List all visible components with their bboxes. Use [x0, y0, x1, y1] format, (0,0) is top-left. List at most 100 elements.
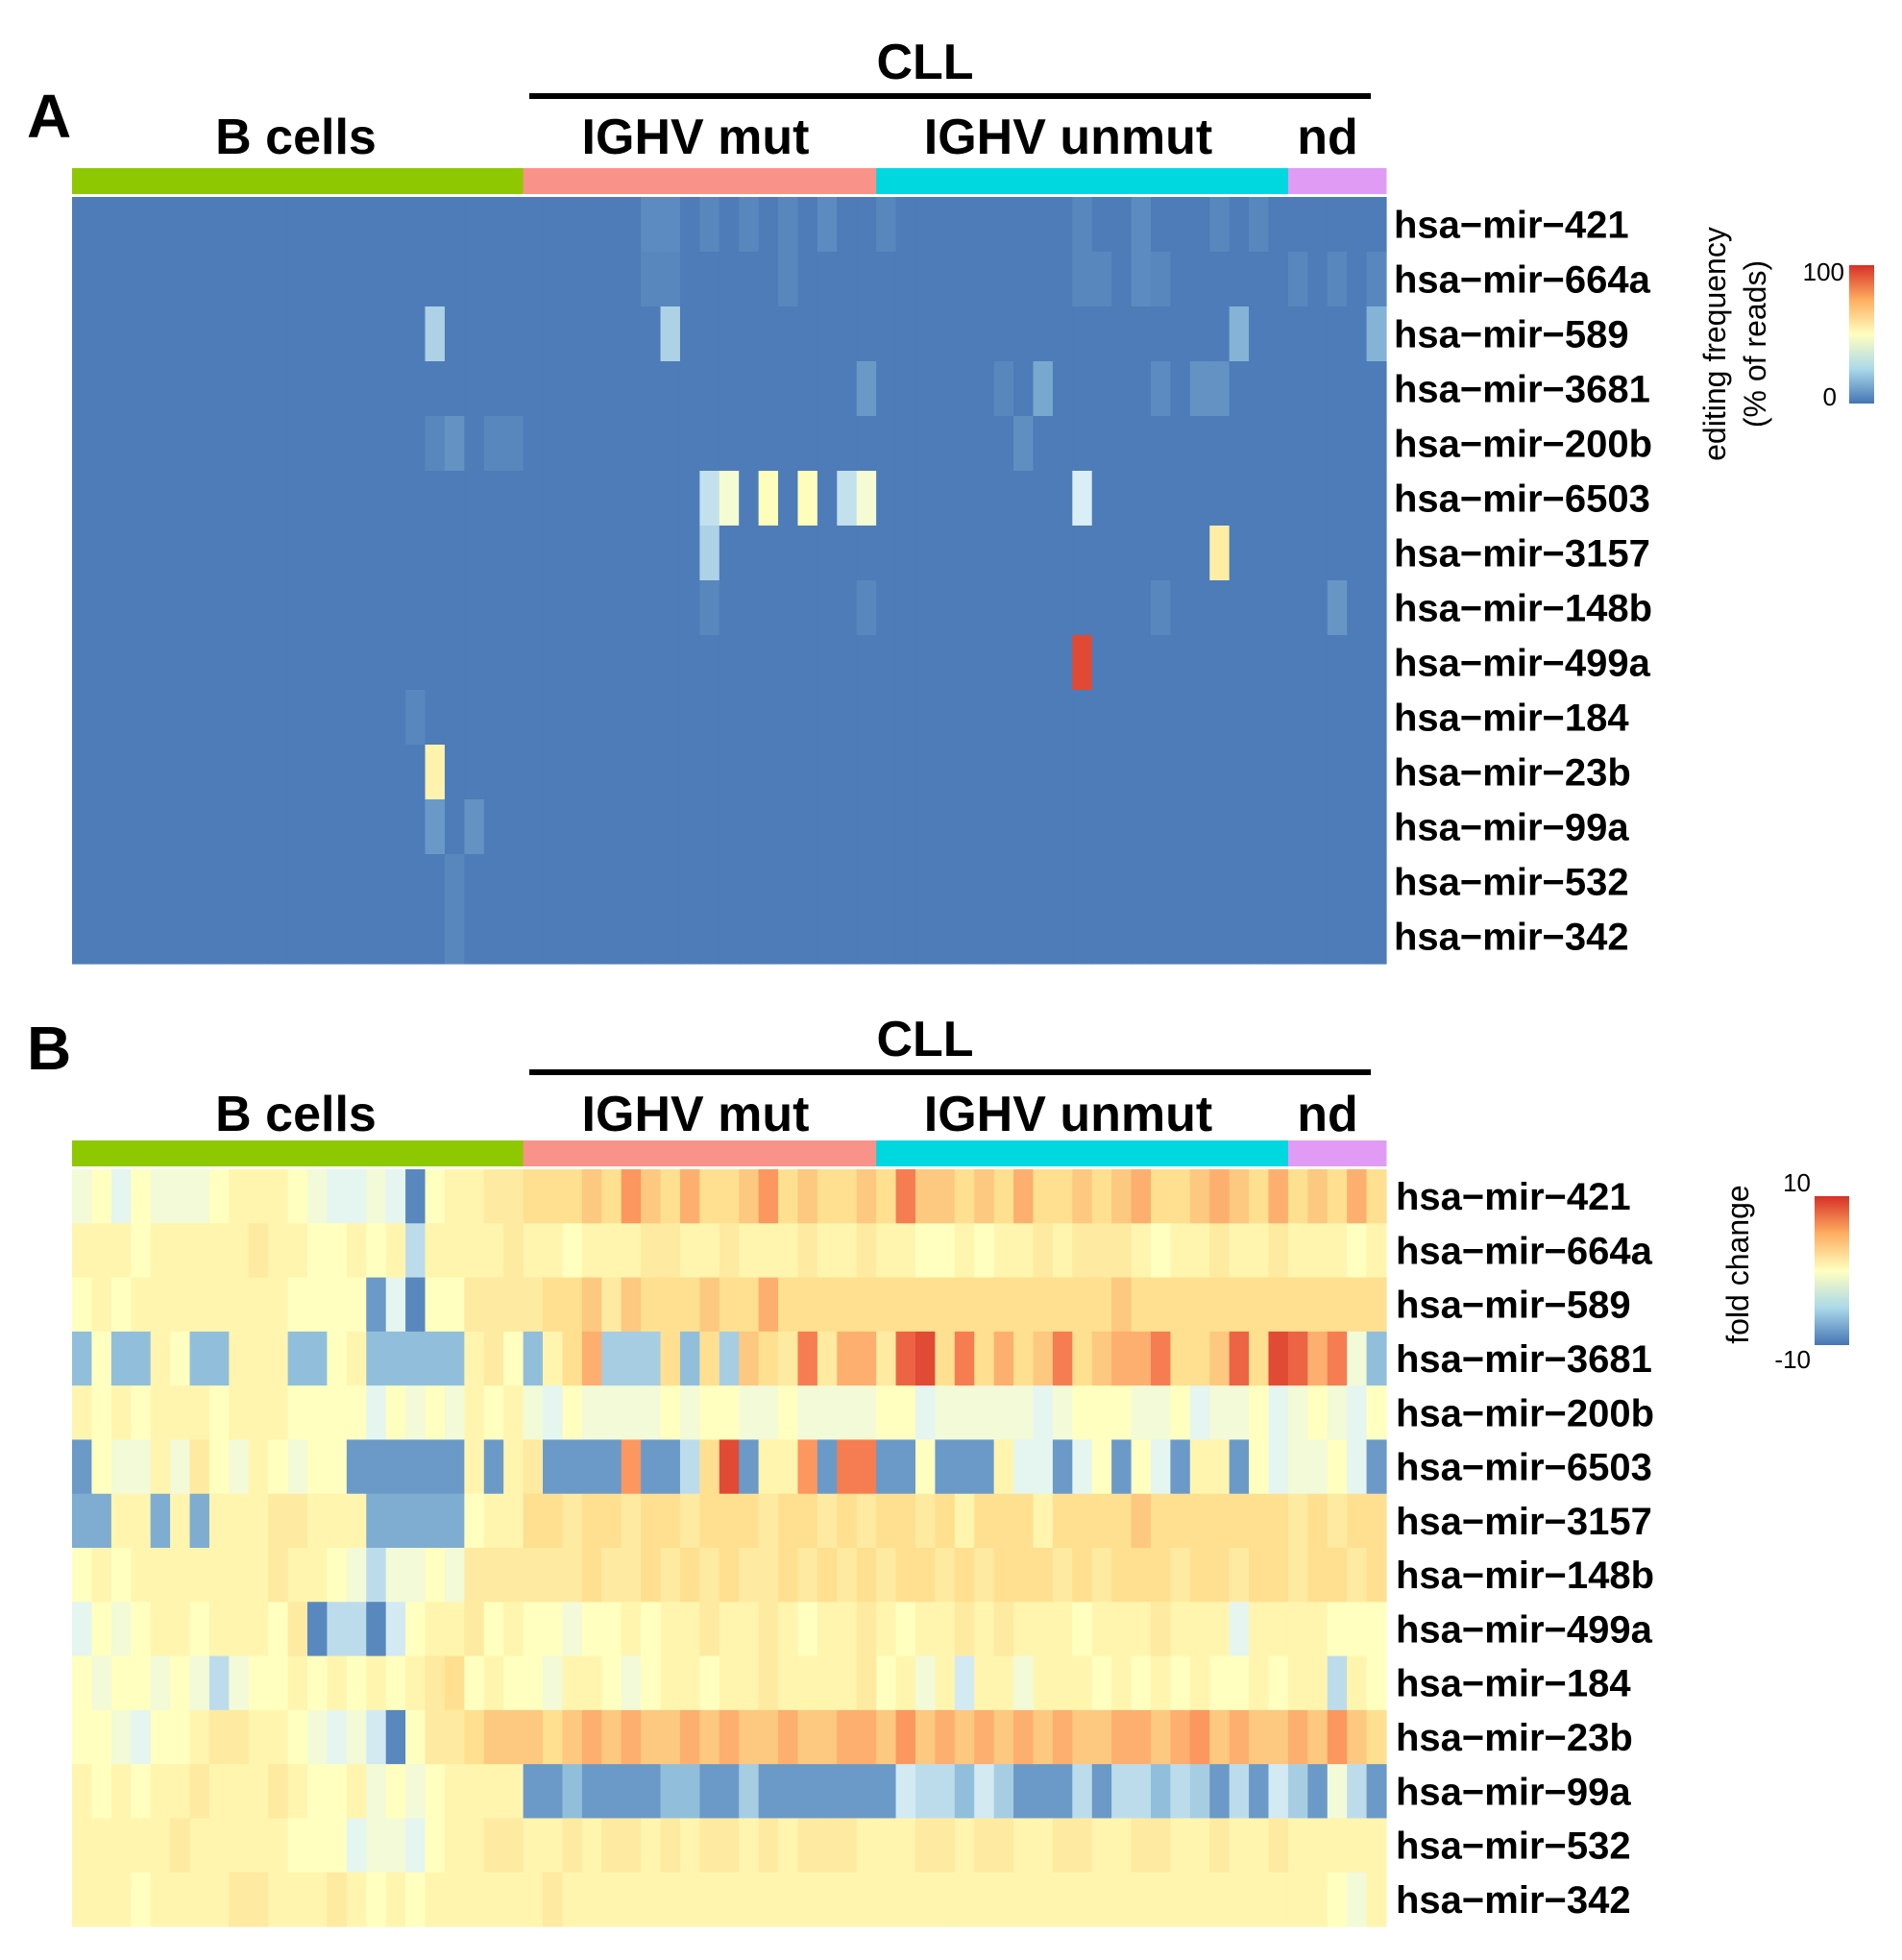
heatmap-cell [72, 1655, 93, 1711]
heatmap-cell [1249, 1223, 1270, 1279]
heatmap-cell [876, 306, 897, 362]
heatmap-cell [503, 1385, 524, 1441]
heatmap-cell [1170, 799, 1191, 855]
heatmap-cell [444, 416, 465, 472]
heatmap-cell [72, 854, 93, 910]
heatmap-cell [287, 580, 308, 636]
heatmap-cell [954, 1764, 975, 1820]
heatmap-cell [895, 635, 916, 691]
heatmap-cell [523, 197, 544, 253]
heatmap-cell [1111, 1223, 1133, 1279]
heatmap-cell [287, 471, 308, 527]
heatmap-cell [91, 197, 112, 253]
heatmap-cell [974, 690, 995, 746]
heatmap-cell [895, 1872, 916, 1927]
heatmap-cell [954, 1493, 975, 1549]
heatmap-cell [1229, 1493, 1250, 1549]
heatmap-cell [425, 854, 446, 910]
heatmap-cell [1249, 1709, 1270, 1765]
heatmap-cell [1347, 1818, 1368, 1874]
heatmap-cell [208, 1709, 230, 1765]
heatmap-cell [189, 1223, 210, 1279]
heatmap-cell [719, 197, 740, 253]
heatmap-cell [91, 909, 112, 965]
heatmap-cell [621, 197, 642, 253]
heatmap-cell [1189, 1439, 1210, 1495]
heatmap-cell [523, 1223, 544, 1279]
heatmap-cell [268, 909, 289, 965]
heatmap-cell [974, 1385, 995, 1441]
panel-b-heatmap [72, 1169, 1387, 1927]
heatmap-cell [935, 909, 956, 965]
heatmap-cell [993, 690, 1014, 746]
heatmap-cell [679, 471, 700, 527]
heatmap-cell [1268, 252, 1289, 307]
heatmap-cell [1091, 197, 1112, 253]
heatmap-cell [974, 1709, 995, 1765]
heatmap-cell [1111, 690, 1133, 746]
heatmap-cell [1209, 471, 1231, 527]
heatmap-cell [699, 1277, 720, 1333]
heatmap-cell [327, 690, 348, 746]
heatmap-cell [1229, 1655, 1250, 1711]
row-label-hsa-mir-3681: hsa−mir−3681 [1394, 369, 1650, 411]
heatmap-cell [346, 526, 367, 581]
heatmap-cell [778, 799, 799, 855]
heatmap-cell [954, 1385, 975, 1441]
heatmap-cell [1229, 197, 1250, 253]
heatmap-cell [641, 635, 662, 691]
heatmap-cell [503, 745, 524, 800]
heatmap-cell [444, 1277, 465, 1333]
heatmap-cell [1189, 1548, 1210, 1603]
heatmap-cell [1091, 854, 1112, 910]
heatmap-cell [1327, 1602, 1348, 1657]
heatmap-cell [1131, 799, 1152, 855]
heatmap-cell [268, 306, 289, 362]
heatmap-cell [1111, 799, 1133, 855]
heatmap-cell [131, 471, 152, 527]
heatmap-cell [72, 1548, 93, 1603]
heatmap-cell [621, 799, 642, 855]
heatmap-cell [523, 1872, 544, 1927]
heatmap-cell [1033, 635, 1054, 691]
heatmap-cell [229, 690, 250, 746]
heatmap-cell [1366, 1655, 1387, 1711]
heatmap-cell [935, 197, 956, 253]
heatmap-cell [778, 526, 799, 581]
heatmap-cell [1347, 690, 1368, 746]
heatmap-cell [739, 1602, 760, 1657]
heatmap-cell [346, 799, 367, 855]
heatmap-cell [797, 1548, 818, 1603]
heatmap-cell [405, 1872, 427, 1927]
heatmap-cell [1287, 854, 1308, 910]
heatmap-cell [601, 1872, 622, 1927]
heatmap-cell [876, 580, 897, 636]
heatmap-cell [1268, 1223, 1289, 1279]
heatmap-cell [856, 1169, 877, 1224]
heatmap-cell [837, 526, 858, 581]
heatmap-cell [307, 909, 329, 965]
heatmap-cell [1013, 799, 1035, 855]
heatmap-cell [287, 635, 308, 691]
heatmap-cell [1347, 909, 1368, 965]
heatmap-cell [1111, 526, 1133, 581]
heatmap-cell [797, 1709, 818, 1765]
heatmap-cell [895, 1602, 916, 1657]
heatmap-cell [1287, 909, 1308, 965]
heatmap-cell [993, 1493, 1014, 1549]
heatmap-cell [523, 526, 544, 581]
heatmap-cell [739, 306, 760, 362]
heatmap-cell [131, 1872, 152, 1927]
heatmap-cell [268, 361, 289, 417]
heatmap-cell [346, 416, 367, 472]
heatmap-cell [660, 1277, 681, 1333]
heatmap-cell [444, 635, 465, 691]
heatmap-cell [601, 252, 622, 307]
heatmap-cell [758, 909, 779, 965]
heatmap-cell [366, 1223, 387, 1279]
heatmap-cell [699, 1709, 720, 1765]
heatmap-cell [1052, 306, 1073, 362]
heatmap-cell [248, 635, 269, 691]
heatmap-cell [150, 1277, 171, 1333]
heatmap-cell [993, 252, 1014, 307]
